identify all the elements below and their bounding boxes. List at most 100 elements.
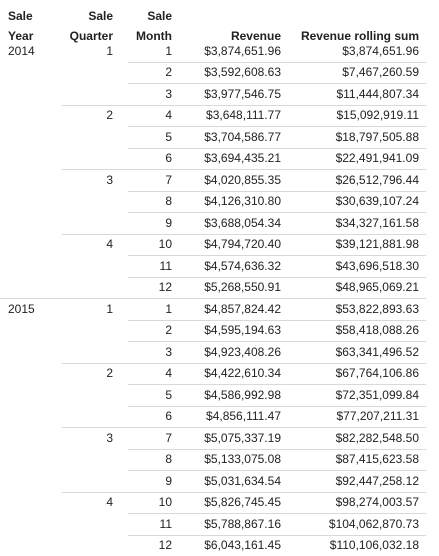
cell-sale-month: 1 — [165, 302, 172, 316]
cell-sale-quarter: 3 — [106, 431, 113, 445]
header-line: Quarter — [69, 29, 113, 43]
cell-sale-quarter — [40, 449, 113, 470]
cell-revenue-rolling-sum: $22,491,941.09 — [335, 151, 419, 165]
row-separator — [0, 298, 426, 299]
cell-revenue-rolling-sum: $58,418,088.26 — [335, 323, 419, 337]
cell-sale-quarter: 1 — [106, 302, 113, 316]
cell-revenue-rolling-sum: $11,444,807.34 — [336, 87, 419, 101]
cell-revenue: $6,043,161.45 — [204, 538, 281, 552]
cell-sale-month: 6 — [165, 409, 172, 423]
cell-sale-quarter — [40, 62, 113, 83]
row-separator — [128, 62, 426, 63]
cell-sale-quarter — [40, 406, 113, 427]
cell-sale-month: 7 — [165, 173, 172, 187]
header-revenue[interactable]: Revenue — [180, 26, 281, 46]
cell-revenue-rolling-sum: $7,467,260.59 — [342, 65, 419, 79]
cell-revenue: $4,586,992.98 — [204, 388, 281, 402]
header-line: Sale — [147, 9, 172, 23]
cell-revenue-rolling-sum: $39,121,881.98 — [335, 237, 419, 251]
row-separator — [128, 126, 426, 127]
row-separator — [128, 191, 426, 192]
cell-sale-month: 3 — [165, 345, 172, 359]
header-line: Revenue — [230, 29, 281, 43]
row-separator — [62, 234, 426, 235]
header-line: Sale — [8, 9, 33, 23]
cell-revenue-rolling-sum: $34,327,161.58 — [335, 216, 419, 230]
cell-revenue-rolling-sum: $77,207,211.31 — [336, 409, 419, 423]
row-separator — [128, 449, 426, 450]
cell-revenue-rolling-sum: $3,874,651.96 — [342, 44, 419, 58]
cell-revenue: $5,268,550.91 — [204, 280, 281, 294]
row-separator — [128, 148, 426, 149]
cell-revenue-rolling-sum: $30,639,107.24 — [335, 194, 419, 208]
cell-revenue-rolling-sum: $48,965,069.21 — [335, 280, 419, 294]
cell-revenue-rolling-sum: $110,106,032.18 — [329, 538, 419, 552]
cell-revenue-rolling-sum: $98,274,003.57 — [335, 495, 419, 509]
cell-revenue-rolling-sum: $53,822,893.63 — [335, 302, 419, 316]
cell-sale-quarter — [40, 84, 113, 105]
cell-revenue: $4,857,824.42 — [204, 302, 281, 316]
cell-sale-month: 4 — [165, 366, 172, 380]
header-line: Year — [8, 29, 34, 43]
cell-revenue-rolling-sum: $72,351,099.84 — [335, 388, 419, 402]
cell-revenue: $3,874,651.96 — [204, 44, 281, 58]
cell-revenue: $4,856,111.47 — [206, 409, 281, 423]
cell-revenue: $3,592,608.63 — [204, 65, 281, 79]
cell-revenue: $4,794,720.40 — [204, 237, 281, 251]
cell-sale-month: 5 — [165, 130, 172, 144]
row-separator — [128, 212, 426, 213]
row-separator — [128, 255, 426, 256]
header-sale-year[interactable]: Sale Year — [8, 6, 48, 46]
row-separator — [62, 105, 426, 106]
cell-revenue: $5,031,634.54 — [204, 474, 281, 488]
row-separator — [128, 535, 426, 536]
cell-revenue: $4,923,408.26 — [204, 345, 281, 359]
cell-sale-quarter: 2 — [106, 366, 113, 380]
cell-sale-month: 8 — [165, 194, 172, 208]
cell-revenue: $3,688,054.34 — [204, 216, 281, 230]
cell-revenue-rolling-sum: $92,447,258.12 — [335, 474, 419, 488]
cell-sale-quarter — [40, 127, 113, 148]
cell-sale-quarter — [40, 256, 113, 277]
cell-sale-month: 2 — [165, 323, 172, 337]
cell-sale-quarter — [40, 471, 113, 492]
cell-sale-quarter — [40, 213, 113, 234]
cell-sale-month: 7 — [165, 431, 172, 445]
cell-revenue: $4,595,194.63 — [204, 323, 281, 337]
cell-revenue-rolling-sum: $26,512,796.44 — [335, 173, 419, 187]
cell-sale-quarter: 1 — [106, 44, 113, 58]
cell-sale-month: 11 — [159, 259, 172, 273]
cell-sale-quarter: 3 — [106, 173, 113, 187]
cell-revenue-rolling-sum: $15,092,919.11 — [336, 108, 419, 122]
cell-sale-month: 2 — [165, 65, 172, 79]
cell-revenue: $5,133,075.08 — [204, 452, 281, 466]
header-line: Revenue rolling sum — [300, 29, 419, 43]
cell-sale-quarter — [40, 320, 113, 341]
cell-revenue: $4,574,636.32 — [204, 259, 281, 273]
cell-sale-quarter — [40, 191, 113, 212]
cell-sale-month: 9 — [165, 216, 172, 230]
cell-sale-quarter — [40, 514, 113, 535]
cell-revenue: $4,020,855.35 — [204, 173, 281, 187]
cell-sale-year: 2015 — [8, 302, 35, 316]
cell-sale-month: 10 — [158, 495, 172, 509]
cell-sale-quarter — [40, 385, 113, 406]
cell-sale-month: 8 — [165, 452, 172, 466]
cell-sale-month: 9 — [165, 474, 172, 488]
row-separator — [128, 341, 426, 342]
row-separator — [128, 384, 426, 385]
cell-sale-month: 1 — [165, 44, 172, 58]
header-sale-month[interactable]: Sale Month — [120, 6, 172, 46]
cell-revenue: $5,826,745.45 — [204, 495, 281, 509]
cell-sale-month: 12 — [158, 538, 172, 552]
row-separator — [128, 406, 426, 407]
header-revenue-rolling-sum[interactable]: Revenue rolling sum — [280, 26, 419, 46]
cell-revenue: $3,648,111.77 — [206, 108, 281, 122]
cell-sale-quarter: 4 — [106, 495, 113, 509]
cell-sale-year: 2014 — [8, 44, 35, 58]
cell-revenue-rolling-sum: $18,797,505.88 — [335, 130, 419, 144]
cell-sale-quarter — [40, 342, 113, 363]
header-line: Month — [136, 29, 172, 43]
header-sale-quarter[interactable]: Sale Quarter — [40, 6, 113, 46]
cell-sale-quarter: 2 — [106, 108, 113, 122]
